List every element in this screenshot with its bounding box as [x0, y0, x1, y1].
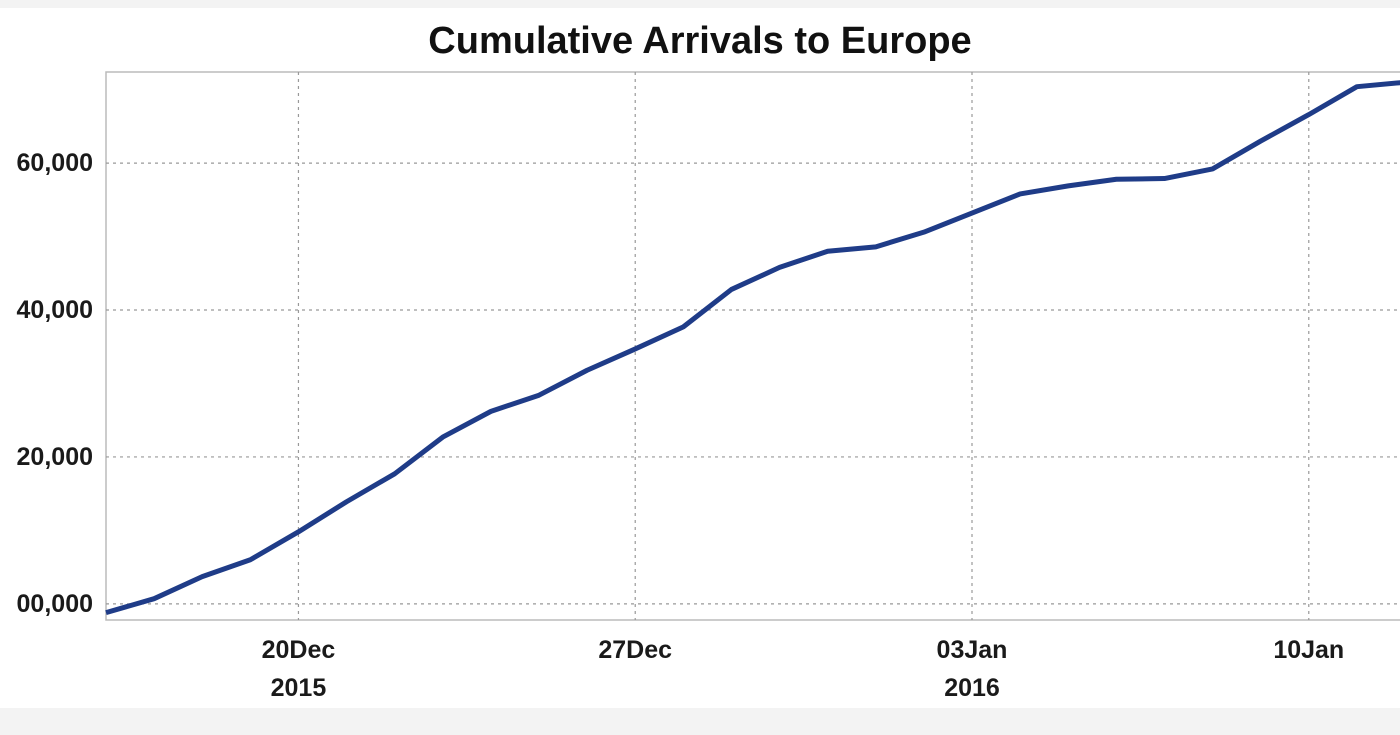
plot-frame: [105, 71, 1400, 621]
chart-panel: Cumulative Arrivals to Europe 00,000 20,0…: [0, 8, 1400, 708]
y-tick-label: 40,000: [16, 296, 93, 324]
y-tick-label: 00,000: [16, 589, 93, 618]
x-tick-label: 03Jan 2016: [936, 636, 1008, 702]
y-tick-label: 20,000: [16, 442, 93, 471]
chart: [105, 71, 1400, 621]
chart-title: Cumulative Arrivals to Europe: [428, 20, 972, 62]
y-tick-label: 60,000: [16, 149, 93, 178]
x-tick-label: 27Dec: [598, 636, 673, 664]
x-tick-label: 20Dec 2015: [261, 636, 336, 702]
x-tick-label: 10Jan: [1273, 636, 1345, 664]
data-line: [105, 80, 1400, 616]
